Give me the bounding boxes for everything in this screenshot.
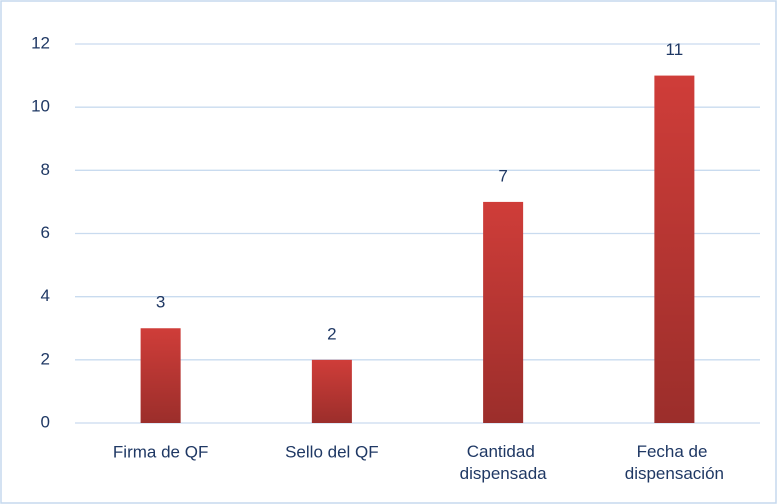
bar-shade (140, 328, 181, 423)
x-tick-label: Fecha de dispensación (625, 442, 724, 483)
bar-shade (654, 75, 695, 423)
value-label: 11 (666, 40, 684, 59)
bar-shade (483, 201, 524, 423)
value-label: 7 (498, 166, 507, 185)
y-tick-label: 4 (41, 286, 50, 305)
y-tick-label: 0 (41, 412, 50, 431)
y-tick-label: 10 (31, 97, 50, 116)
bar-shade (311, 359, 352, 423)
value-label: 2 (327, 324, 336, 343)
y-tick-label: 8 (41, 160, 50, 179)
value-label: 3 (156, 293, 165, 312)
y-tick-label: 12 (31, 33, 50, 52)
x-tick-label: Sello del QF (285, 442, 379, 461)
x-tick-label: Cantidad dispensada (460, 442, 548, 483)
y-tick-label: 2 (41, 349, 50, 368)
x-tick-label: Firma de QF (113, 442, 208, 461)
y-tick-label: 6 (41, 223, 50, 242)
